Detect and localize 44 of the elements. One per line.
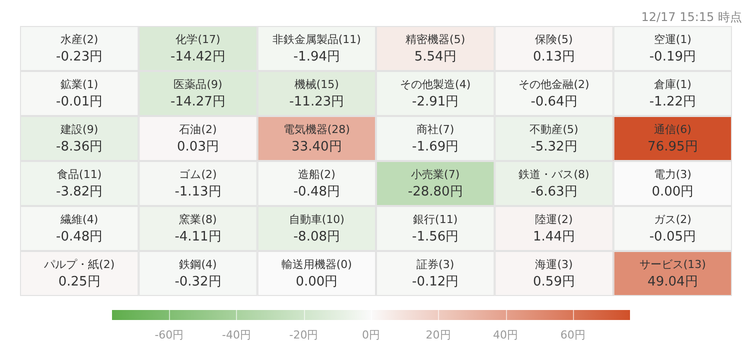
data-label: 非鉄金属製品(11) -1.94円 (272, 32, 361, 64)
color-bar-label: -60円 (154, 328, 184, 342)
data-label: 鉄道・バス(8) -6.63円 (518, 168, 590, 200)
data-label: 鉱業(1) -0.01円 (56, 78, 103, 110)
color-bar-label: 20円 (426, 328, 451, 342)
data-label: その他製造(4) -2.91円 (400, 78, 471, 110)
data-label: 機械(15) -11.23円 (289, 78, 344, 110)
color-bar-label: -40円 (222, 328, 251, 342)
data-label: 医薬品(9) -14.27円 (170, 78, 226, 110)
data-label: 建設(9) -8.36円 (56, 122, 103, 154)
data-label: 輸送用機器(0) 0.00円 (281, 258, 352, 290)
data-label: ガス(2) -0.05円 (649, 212, 696, 244)
data-label: 通信(6) 76.95円 (648, 122, 698, 154)
data-label: 銀行(11) -1.56円 (412, 212, 459, 244)
data-label: 保険(5) 0.13円 (533, 32, 575, 64)
data-label: サービス(13) 49.04円 (639, 258, 706, 290)
data-label: 造船(2) -0.48円 (293, 168, 340, 200)
data-label: 小売業(7) -28.80円 (408, 168, 463, 200)
data-label: 証券(3) -0.12円 (412, 258, 459, 290)
data-label: 精密機器(5) 5.54円 (406, 32, 466, 64)
data-label: パルプ・紙(2) 0.25円 (43, 258, 115, 290)
data-label: 電気機器(28) 33.40円 (283, 122, 350, 154)
color-bar-label: 0円 (362, 328, 380, 342)
data-label: 石油(2) 0.03円 (177, 122, 219, 154)
data-label: 商社(7) -1.69円 (412, 122, 459, 154)
color-bar-label: 60円 (560, 328, 586, 342)
data-label: 空運(1) -0.19円 (649, 32, 696, 64)
color-bar-label: -20円 (289, 328, 318, 342)
data-label: 鉄鋼(4) -0.32円 (174, 258, 222, 290)
chart-subtitle: 12/17 15:15 時点 (640, 9, 742, 26)
data-label: 化学(17) -14.42円 (170, 32, 226, 64)
data-label: 陸運(2) 1.44円 (533, 212, 575, 244)
data-label: 水産(2) -0.23円 (56, 32, 103, 64)
data-label: 海運(3) 0.59円 (533, 258, 575, 290)
color-bar-label: 40円 (493, 328, 518, 342)
data-label: 食品(11) -3.82円 (56, 168, 103, 200)
data-label: 電力(3) 0.00円 (652, 168, 694, 200)
data-label: その他金融(2) -0.64円 (518, 78, 590, 110)
data-label: 繊維(4) -0.48円 (56, 212, 103, 244)
data-label: 自動車(10) -8.08円 (288, 212, 344, 244)
data-label: 不動産(5) -5.32円 (530, 122, 578, 154)
data-label: ゴム(2) -1.13円 (174, 168, 222, 200)
data-label: 倉庫(1) -1.22円 (649, 78, 696, 110)
data-label: 窯業(8) -4.11円 (174, 212, 222, 244)
